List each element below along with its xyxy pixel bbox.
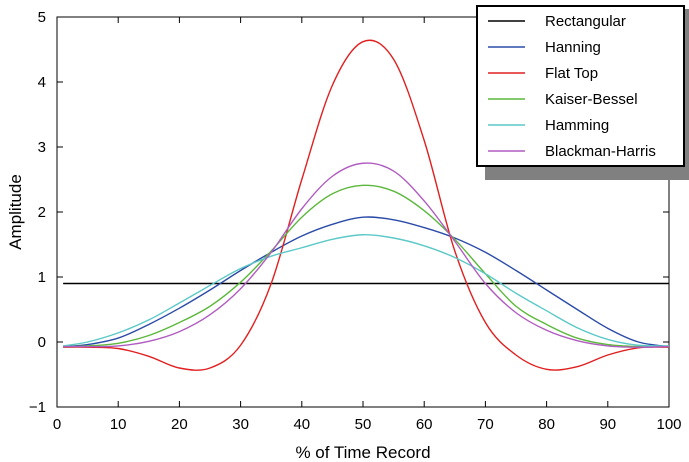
legend-label-rectangular: Rectangular <box>545 13 626 30</box>
x-tick-label: 50 <box>355 416 372 433</box>
series-line-flat-top <box>63 39 670 371</box>
x-tick-label: 30 <box>232 416 249 433</box>
series-line-hanning <box>63 216 670 348</box>
y-tick-label: 5 <box>38 9 46 26</box>
y-tick-label: 1 <box>38 269 46 286</box>
legend-label-hamming: Hamming <box>545 117 609 134</box>
y-axis-title: Amplitude <box>6 174 25 250</box>
x-axis: 0 10 20 30 40 50 60 70 80 90 100 <box>53 17 682 433</box>
y-tick-label: 3 <box>38 139 46 156</box>
x-tick-label: 80 <box>538 416 555 433</box>
legend-items: Rectangular Hanning Flat Top Kaiser-Bessel H… <box>488 13 656 160</box>
y-tick-label: −1 <box>29 399 46 416</box>
legend-box <box>476 5 685 167</box>
x-tick-label: 40 <box>293 416 310 433</box>
y-axis: −1 0 1 2 3 4 5 <box>29 9 669 416</box>
x-tick-label: 20 <box>171 416 188 433</box>
series-layer <box>63 39 670 371</box>
series-line-blackman-harris <box>63 162 670 348</box>
x-tick-label: 10 <box>110 416 127 433</box>
y-tick-label: 4 <box>38 74 46 91</box>
x-axis-title: % of Time Record <box>295 443 430 462</box>
legend-label-hanning: Hanning <box>545 39 601 56</box>
y-tick-label: 0 <box>38 334 46 351</box>
series-line-kaiser-bessel <box>63 184 670 348</box>
x-tick-label: 70 <box>477 416 494 433</box>
x-tick-label: 60 <box>416 416 433 433</box>
y-tick-label: 2 <box>38 204 46 221</box>
legend-label-blackman-harris: Blackman-Harris <box>545 143 656 160</box>
series-line-hamming <box>63 234 670 347</box>
x-tick-label: 90 <box>599 416 616 433</box>
x-tick-label: 0 <box>53 416 61 433</box>
legend-label-kaiser-bessel: Kaiser-Bessel <box>545 91 638 108</box>
legend-label-flat-top: Flat Top <box>545 65 598 82</box>
x-tick-label: 100 <box>656 416 681 433</box>
legend: Rectangular Hanning Flat Top Kaiser-Bessel H… <box>476 5 689 180</box>
